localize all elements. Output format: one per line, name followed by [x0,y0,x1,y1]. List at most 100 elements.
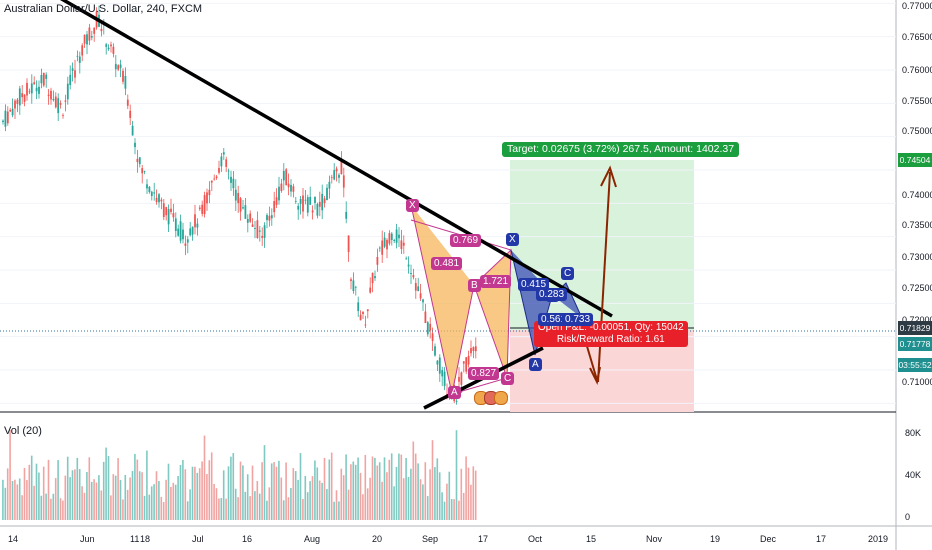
volume-bar [340,468,343,520]
volume-bar [102,461,105,520]
candle-body [280,183,283,191]
candle-body [86,34,88,45]
volume-bar [107,455,110,520]
volume-bar [78,469,81,520]
volume-bar [376,465,379,520]
pattern1-ratio-xb: 0.769 [450,234,482,247]
volume-bar [398,453,400,520]
candle-body [364,324,367,326]
candle-body [422,299,424,303]
pattern1-point-c[interactable]: C [501,372,515,385]
volume-bar [438,472,441,520]
candle-body [182,229,184,240]
candle-body [270,215,273,219]
volume-bar [275,466,278,520]
economic-event-icons[interactable] [472,383,508,411]
volume-bar [280,477,283,520]
candle-body [124,76,127,89]
candle-body [359,314,362,321]
pattern1-point-a[interactable]: A [448,386,461,399]
pattern1-point-b[interactable]: B [468,279,481,292]
time-tick: Jul [192,534,204,544]
candle-body [47,94,50,96]
time-tick: Oct [528,534,543,544]
volume-bar [119,479,122,520]
volume-bar [21,495,23,520]
candle-body [376,256,379,265]
volume-bar [352,461,355,520]
candle-body [28,91,31,93]
candle-body [155,197,158,203]
volume-bar [62,500,64,520]
price-tick: 0.76000 [902,65,932,75]
volume-bar [323,457,326,520]
candle-body [191,226,194,235]
candle-body [71,68,74,71]
symbol-title[interactable]: Australian Dollar/U.S. Dollar, 240, FXCM [4,3,203,15]
volume-bar [294,471,297,520]
pattern2-point-a[interactable]: A [529,358,542,371]
volume-bar [98,475,100,520]
candle-body [333,170,336,180]
volume-bar [434,467,436,520]
candle-body [458,376,460,382]
volume-bar [114,475,117,520]
volume-bar [69,477,71,520]
volume-bar [436,458,439,520]
volume-bar [467,467,470,520]
volume-bar [105,447,107,520]
candle-body [249,213,252,222]
candle-body [59,103,62,105]
volume-bar [52,493,55,520]
candle-body [179,221,182,241]
volume-bar [47,459,50,520]
time-axis: 14 Jun 11 18 Jul 16 Aug 20 Sep 17 Oct 15… [8,534,888,544]
volume-bar [244,491,247,520]
candle-body [369,287,372,293]
volume-bar [93,479,95,520]
time-tick: Sep [422,534,438,544]
volume-bar [160,496,163,520]
pattern2-point-x[interactable]: X [506,233,519,246]
volume-bar [369,477,371,520]
volume-bar [131,471,134,520]
candle-body [345,211,348,219]
volume-bar [198,468,201,520]
candle-body [414,282,417,291]
volume-bar [251,465,254,520]
volume-bar [424,462,427,520]
candle-body [381,240,384,255]
candle-body [424,311,427,323]
candle-body [158,194,160,203]
volume-title[interactable]: Vol (20) [4,425,42,437]
pattern2-point-c[interactable]: C [561,267,575,280]
volume-bar [225,498,227,520]
candle-body [383,237,386,247]
volume-bar [462,492,465,520]
event-flag-icon[interactable] [494,391,508,405]
volume-bar [443,501,446,520]
candle-body [165,207,168,216]
candle-body [419,293,422,299]
candle-body [314,197,316,203]
candle-body [374,276,376,279]
candle-body [220,156,223,167]
volume-bar [30,455,33,520]
volume-bar [285,462,287,520]
target-label[interactable]: Target: 0.02675 (3.72%) 267.5, Amount: 1… [502,142,740,157]
candle-body [323,198,326,204]
volume-tick: 80K [905,428,921,438]
time-tick: 16 [242,534,252,544]
candle-body [167,209,170,225]
pattern1-point-x[interactable]: X [406,199,419,212]
volume-bar [350,464,352,520]
open-pl-label[interactable]: Open P&L: -0.00051, Qty: 15042 Risk/Rewa… [534,321,688,347]
volume-bar [357,457,359,520]
candle-body [153,192,156,194]
volume-bar [88,457,91,520]
volume-bar [230,456,232,520]
volume-bar [359,472,362,520]
candle-body [378,247,381,249]
price-tick: 0.77000 [902,1,932,11]
